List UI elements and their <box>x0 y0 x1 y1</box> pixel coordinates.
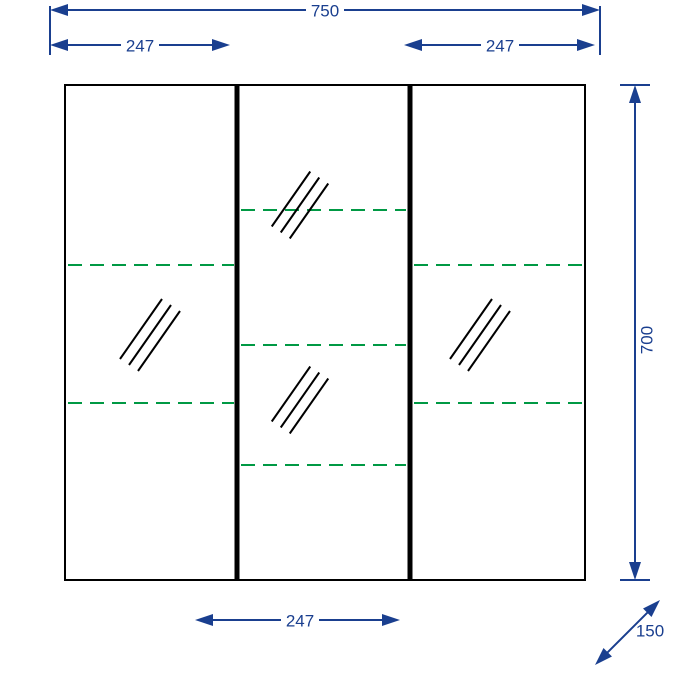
dim-width-left-label: 247 <box>126 36 154 55</box>
dimension-arrow <box>629 562 641 580</box>
dimension-arrow <box>577 39 595 51</box>
mirror-glare <box>120 299 180 371</box>
dimension-arrow <box>212 39 230 51</box>
dimension-arrow <box>382 614 400 626</box>
dimension-arrow <box>629 85 641 103</box>
dimension-arrow <box>404 39 422 51</box>
glare-line <box>129 305 171 365</box>
dimension-arrow <box>50 4 68 16</box>
dim-height-label: 700 <box>637 326 656 354</box>
mirror-glare <box>450 299 510 371</box>
mirror-glare <box>272 367 329 434</box>
dimension-arrow <box>50 39 68 51</box>
dim-width-total-label: 750 <box>311 1 339 20</box>
dim-width-right-label: 247 <box>486 36 514 55</box>
dim-width-center-label: 247 <box>286 611 314 630</box>
glare-line <box>450 299 492 359</box>
glare-line <box>468 311 510 371</box>
dim-depth-label: 150 <box>636 621 664 640</box>
dimension-arrow <box>195 614 213 626</box>
glare-line <box>459 305 501 365</box>
cabinet-outline <box>65 85 585 580</box>
dimension-arrow <box>582 4 600 16</box>
mirror-glare <box>272 172 329 239</box>
glare-line <box>138 311 180 371</box>
glare-line <box>120 299 162 359</box>
